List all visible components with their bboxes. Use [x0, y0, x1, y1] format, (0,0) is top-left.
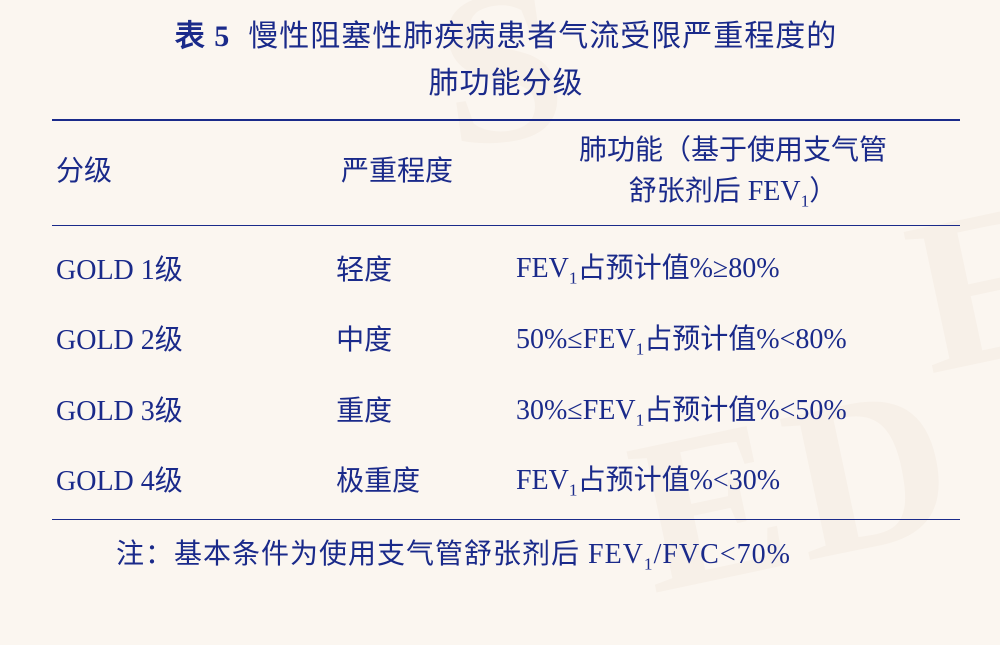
table-footnote: 注：基本条件为使用支气管舒张剂后 FEV1/FVC<70%: [52, 520, 960, 575]
table-number: 表 5: [175, 20, 231, 53]
fev-pre: 30%≤: [516, 395, 583, 426]
subscript-1: 1: [636, 340, 645, 359]
cell-fev: 50%≤FEV1占预计值%<80%: [506, 303, 960, 374]
caption-line-1: 慢性阻塞性肺疾病患者气流受限严重程度的: [248, 20, 837, 53]
grade-cn: 级: [155, 466, 183, 497]
subscript-1: 1: [569, 481, 578, 500]
cell-severity: 极重度: [288, 444, 506, 519]
cell-severity: 中度: [288, 303, 506, 374]
cell-fev: FEV1占预计值%≥80%: [506, 226, 960, 303]
fev-label: FEV: [583, 324, 636, 355]
page: 表 5 慢性阻塞性肺疾病患者气流受限严重程度的 肺功能分级 分级 严重程度 肺功能…: [0, 0, 1000, 574]
grade-en: GOLD 4: [56, 466, 155, 497]
col-header-severity: 严重程度: [288, 120, 506, 226]
table-header-row: 分级 严重程度 肺功能（基于使用支气管 舒张剂后 FEV1）: [52, 120, 960, 226]
fev-value: 占预计值%<50%: [644, 395, 846, 426]
subscript-1: 1: [636, 410, 645, 429]
col-header-fev-line2b: ）: [809, 176, 837, 207]
grade-cn: 级: [155, 396, 183, 427]
note-fev: FEV: [588, 539, 644, 570]
table-row: GOLD 4级 极重度 FEV1占预计值%<30%: [52, 444, 960, 519]
fev-label: FEV: [516, 253, 569, 284]
table-row: GOLD 1级 轻度 FEV1占预计值%≥80%: [52, 226, 960, 303]
fev-label: FEV: [516, 465, 569, 496]
cell-severity: 轻度: [288, 226, 506, 303]
cell-grade: GOLD 1级: [52, 226, 288, 303]
cell-fev: 30%≤FEV1占预计值%<50%: [506, 374, 960, 445]
grade-en: GOLD 3: [56, 396, 155, 427]
note-prefix: 注：基本条件为使用支气管舒张剂后: [116, 539, 588, 570]
cell-fev: FEV1占预计值%<30%: [506, 444, 960, 519]
gold-classification-table: 分级 严重程度 肺功能（基于使用支气管 舒张剂后 FEV1） GOLD 1级 轻…: [52, 119, 960, 520]
fev-label: FEV: [583, 395, 636, 426]
col-header-fev-line1: 肺功能（基于使用支气管: [579, 135, 887, 166]
fev-value: 占预计值%<30%: [578, 465, 780, 496]
table-row: GOLD 3级 重度 30%≤FEV1占预计值%<50%: [52, 374, 960, 445]
col-header-grade: 分级: [52, 120, 288, 226]
col-header-fev-line2a: 舒张剂后 FEV: [629, 176, 801, 207]
cell-grade: GOLD 2级: [52, 303, 288, 374]
table-row: GOLD 2级 中度 50%≤FEV1占预计值%<80%: [52, 303, 960, 374]
note-tail: /FVC<70%: [654, 539, 791, 570]
grade-cn: 级: [155, 325, 183, 356]
subscript-1: 1: [801, 191, 810, 210]
subscript-1: 1: [644, 554, 654, 573]
caption-line-2: 肺功能分级: [429, 67, 584, 100]
subscript-1: 1: [569, 269, 578, 288]
grade-cn: 级: [155, 255, 183, 286]
grade-en: GOLD 1: [56, 255, 155, 286]
table-caption: 表 5 慢性阻塞性肺疾病患者气流受限严重程度的 肺功能分级: [52, 14, 960, 107]
grade-en: GOLD 2: [56, 325, 155, 356]
fev-value: 占预计值%<80%: [644, 324, 846, 355]
col-header-fev: 肺功能（基于使用支气管 舒张剂后 FEV1）: [506, 120, 960, 226]
cell-severity: 重度: [288, 374, 506, 445]
fev-pre: 50%≤: [516, 324, 583, 355]
cell-grade: GOLD 4级: [52, 444, 288, 519]
fev-value: 占预计值%≥80%: [578, 253, 780, 284]
cell-grade: GOLD 3级: [52, 374, 288, 445]
